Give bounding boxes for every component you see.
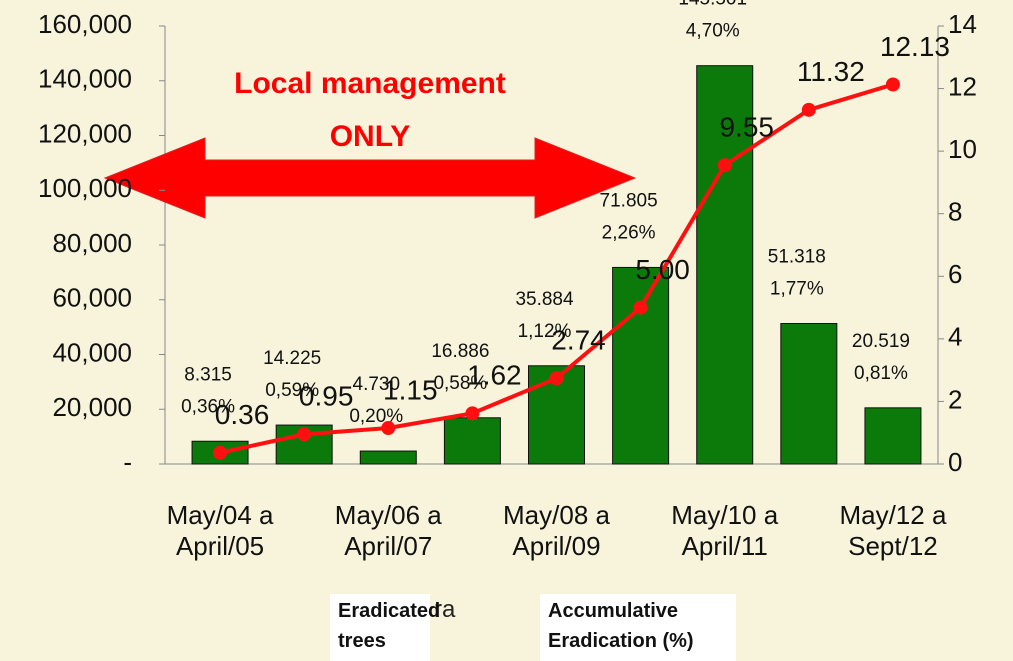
share-label: 4,70% — [686, 21, 740, 42]
line-label: 11.32 — [797, 56, 865, 87]
line-label: 0.36 — [215, 399, 270, 430]
point — [549, 371, 564, 386]
x-tick-label: May/04 a April/05 — [166, 500, 274, 561]
x-tick-label: May/06 a April/07 — [334, 500, 442, 561]
point — [717, 158, 732, 173]
y2-tick-label: 4 — [948, 322, 962, 352]
x-tick-label: May/10 a April/11 — [671, 500, 779, 561]
y-tick-label: 140,000 — [38, 64, 132, 94]
annotation: ONLY — [330, 120, 411, 153]
line-label: 12.13 — [880, 31, 950, 62]
share-label: 0,20% — [349, 406, 403, 427]
share-label: 0,59% — [265, 380, 319, 401]
data-label: 51.318 — [768, 247, 826, 268]
point — [633, 300, 648, 315]
x-tick-label: May/08 a April/09 — [503, 500, 610, 561]
share-label: 1,77% — [770, 279, 824, 300]
share-label: 0,58% — [433, 373, 487, 394]
y2-tick-label: 0 — [948, 447, 962, 477]
point — [465, 406, 480, 421]
y-tick-label: 120,000 — [38, 118, 132, 148]
legend-item: Eradicated trees — [330, 594, 440, 661]
point — [297, 427, 312, 442]
share-label: 2,26% — [602, 222, 656, 243]
share-label: 1,12% — [518, 321, 572, 342]
bar — [443, 417, 501, 465]
y2-tick-label: 2 — [948, 384, 962, 414]
y-tick-label: 80,000 — [52, 228, 132, 258]
y2-tick-label: 8 — [948, 197, 962, 227]
data-label: 8.315 — [184, 364, 232, 385]
legend-item: Accumulative Eradication (%) — [540, 594, 736, 661]
bar — [780, 323, 838, 465]
line-label: 1.15 — [383, 374, 438, 405]
y2-tick-label: 14 — [948, 9, 977, 39]
bar — [864, 407, 922, 465]
data-label: 145.501 — [678, 0, 747, 10]
line-label: 1.62 — [467, 360, 522, 391]
x-tick-label: May/12 a Sept/12 — [839, 500, 947, 561]
y-tick-label: 40,000 — [52, 337, 132, 367]
share-label: 0,36% — [181, 396, 235, 417]
bar — [359, 450, 417, 465]
annotation: Local management — [234, 67, 506, 100]
y2-tick-label: 12 — [948, 71, 977, 101]
y-tick-label: 60,000 — [52, 283, 132, 313]
bar — [696, 65, 754, 465]
y-tick-label: 100,000 — [38, 173, 132, 203]
line-label: 0.95 — [299, 381, 354, 412]
share-label: 0,81% — [854, 363, 908, 384]
point — [801, 102, 816, 117]
y2-tick-label: 10 — [948, 134, 977, 164]
x-axis-title: ra — [434, 596, 456, 623]
line-label: 9.55 — [719, 112, 774, 143]
bar — [612, 266, 670, 465]
double-arrow — [103, 137, 637, 219]
y-tick-label: 20,000 — [52, 392, 132, 422]
point — [885, 77, 900, 92]
data-label: 14.225 — [263, 348, 321, 369]
y-tick-label: 160,000 — [38, 9, 132, 39]
data-label: 4.730 — [353, 374, 401, 395]
data-label: 71.805 — [600, 190, 658, 211]
point — [213, 445, 228, 460]
y2-tick-label: 6 — [948, 259, 962, 289]
data-label: 35.884 — [515, 289, 574, 310]
y-tick-label: - — [123, 447, 132, 477]
line-label: 2.74 — [551, 325, 606, 356]
data-label: 16.886 — [431, 341, 489, 362]
line-label: 5.00 — [635, 254, 690, 285]
data-label: 20.519 — [852, 331, 910, 352]
point — [381, 421, 396, 436]
